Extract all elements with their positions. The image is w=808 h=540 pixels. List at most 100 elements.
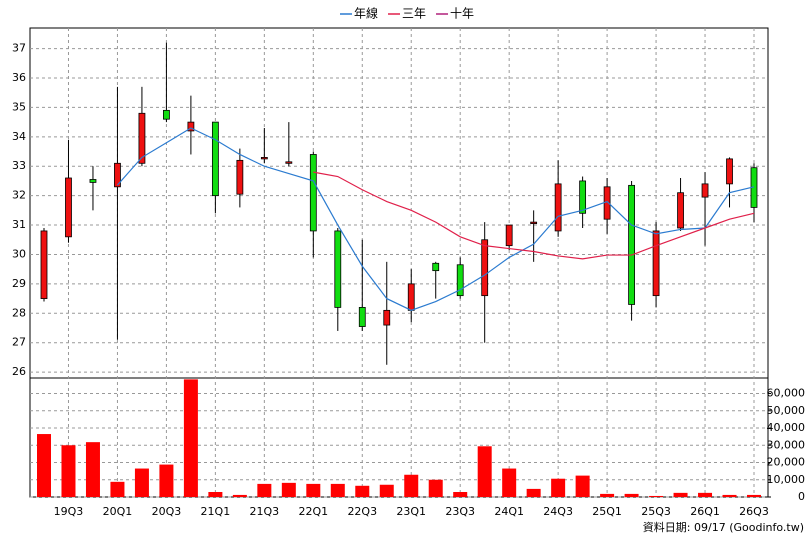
- source-note: 資料日期: 09/17 (Goodinfo.tw): [643, 520, 804, 534]
- volume-bar: [575, 475, 590, 497]
- x-tick-label: 20Q3: [152, 505, 182, 518]
- volume-bar: [61, 445, 76, 497]
- x-tick-label: 24Q3: [543, 505, 573, 518]
- y-tick-label: 27: [12, 336, 26, 349]
- x-tick-label: 22Q1: [298, 505, 328, 518]
- candle-body: [432, 262, 440, 272]
- y-tick-label: 60,000: [767, 387, 806, 400]
- volume-bar: [257, 483, 272, 497]
- y-tick-label: 36: [12, 71, 26, 84]
- candle-body: [236, 159, 244, 195]
- volume-bar: [183, 379, 198, 497]
- candle-body: [211, 121, 219, 197]
- volume-bar: [330, 483, 345, 497]
- volume-bar: [232, 494, 247, 497]
- volume-bar: [428, 479, 443, 497]
- volume-bar: [404, 474, 419, 497]
- candle-body: [579, 180, 587, 214]
- volume-bar: [453, 491, 468, 497]
- y-tick-label: 40,000: [767, 421, 806, 434]
- volume-bar: [722, 494, 737, 497]
- volume-bar: [502, 468, 517, 497]
- y-tick-label: 28: [12, 306, 26, 319]
- volume-bar: [526, 488, 541, 497]
- y-tick-label: 30: [12, 247, 26, 260]
- volume-bar: [85, 442, 100, 497]
- x-tick-label: 25Q1: [592, 505, 622, 518]
- x-tick-label: 19Q3: [54, 505, 84, 518]
- volume-bar: [624, 493, 639, 497]
- candle-body: [701, 183, 709, 198]
- candle-body: [285, 161, 293, 164]
- candle-body: [505, 224, 513, 247]
- x-tick-label: 26Q1: [690, 505, 720, 518]
- x-tick-label: 25Q3: [641, 505, 671, 518]
- volume-bar: [747, 494, 761, 497]
- x-tick-label: 23Q3: [445, 505, 475, 518]
- candle-body: [481, 239, 489, 297]
- volume-bar: [379, 484, 394, 497]
- candle-body: [260, 157, 268, 160]
- x-tick-label: 24Q1: [494, 505, 524, 518]
- volume-bar: [600, 493, 615, 497]
- y-tick-label: 0: [798, 490, 805, 503]
- volume-bar: [110, 481, 125, 497]
- x-tick-label: 21Q1: [201, 505, 231, 518]
- candle-body: [726, 158, 733, 185]
- legend-label: 三年: [402, 7, 426, 21]
- y-tick-label: 26: [12, 365, 26, 378]
- volume-bar: [208, 491, 223, 497]
- candle-body: [309, 154, 317, 232]
- candle-body: [407, 283, 415, 311]
- price-frame: [29, 27, 769, 379]
- volume-bar: [551, 478, 566, 497]
- candle-body: [89, 179, 97, 183]
- y-tick-label: 37: [12, 42, 26, 55]
- volume-bar: [698, 492, 713, 497]
- candle-body: [383, 309, 391, 326]
- volume-bar: [159, 464, 174, 497]
- candle-body: [187, 121, 195, 132]
- volume-bar: [134, 468, 149, 497]
- legend-label: 十年: [450, 7, 474, 21]
- y-tick-label: 20,000: [767, 456, 806, 469]
- candle-body: [40, 230, 48, 299]
- y-tick-label: 35: [12, 100, 26, 113]
- y-tick-label: 31: [12, 218, 26, 231]
- volume-bar: [281, 482, 296, 497]
- x-tick-label: 26Q3: [739, 505, 769, 518]
- candle-body: [628, 184, 635, 305]
- candle-body: [677, 192, 684, 229]
- y-tick-label: 32: [12, 189, 26, 202]
- ma-line: [116, 127, 755, 312]
- candle-body: [334, 230, 342, 308]
- y-tick-label: 33: [12, 159, 26, 172]
- x-tick-label: 20Q1: [103, 505, 133, 518]
- candle-body: [652, 230, 660, 297]
- volume-bar: [355, 485, 370, 497]
- candle-body: [456, 264, 464, 297]
- volume-bar: [477, 446, 492, 497]
- y-tick-label: 30,000: [767, 438, 806, 451]
- y-tick-label: 34: [12, 130, 26, 143]
- ma-line: [313, 171, 755, 260]
- candle-body: [530, 221, 538, 225]
- candle-body: [114, 162, 121, 188]
- legend-label: 年線: [354, 6, 378, 21]
- volume-bar: [306, 483, 321, 497]
- volume-bar: [673, 492, 688, 497]
- candle-body: [65, 177, 72, 238]
- candle-body: [554, 183, 562, 232]
- candle-body: [358, 307, 366, 327]
- x-tick-label: 23Q1: [396, 505, 426, 518]
- volume-bar: [37, 434, 51, 497]
- y-tick-label: 50,000: [767, 404, 806, 417]
- candle-body: [163, 109, 170, 120]
- volume-bar: [649, 495, 664, 497]
- y-tick-label: 10,000: [767, 473, 806, 486]
- candle-body: [138, 112, 146, 164]
- x-tick-label: 21Q3: [250, 505, 280, 518]
- x-tick-label: 22Q3: [347, 505, 377, 518]
- y-tick-label: 29: [12, 277, 26, 290]
